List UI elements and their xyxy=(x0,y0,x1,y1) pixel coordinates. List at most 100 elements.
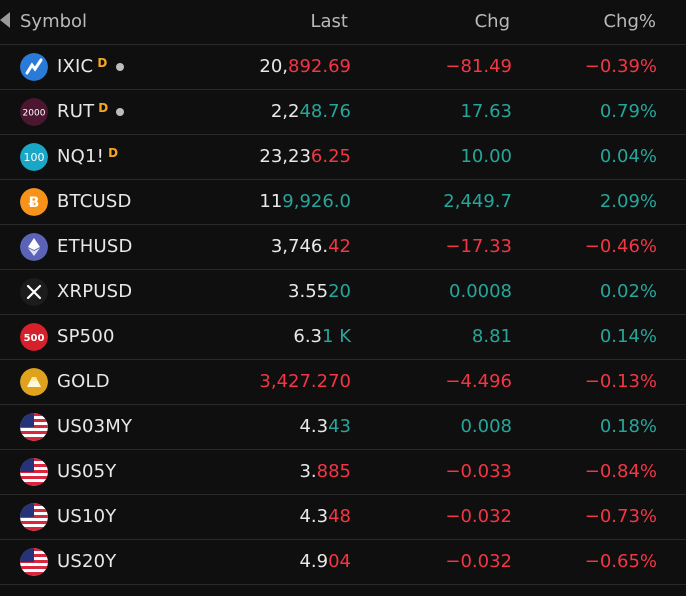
collapse-arrow-icon[interactable] xyxy=(0,12,10,28)
watchlist-row-sp500[interactable]: 500 SP500 6.31 K 8.81 0.14% xyxy=(0,315,686,360)
watchlist-row-us10y[interactable]: US10Y 4.348 −0.032 −0.73% xyxy=(0,495,686,540)
symbol-text: ETHUSD xyxy=(57,236,133,257)
change-percent: −0.84% xyxy=(584,461,657,482)
symbol-text: US10Y xyxy=(57,506,117,527)
symbol-text: NQ1! xyxy=(57,146,105,167)
change-percent: −0.39% xyxy=(584,56,657,77)
last-price: 23,236.25 xyxy=(259,146,351,167)
last-price-changed-digits: 892.69 xyxy=(288,56,351,77)
symbol-name: IXIC D xyxy=(57,56,124,77)
change-percent: 0.18% xyxy=(599,416,657,437)
change-value: −0.032 xyxy=(445,551,512,572)
watchlist-row-us05y[interactable]: US05Y 3.885 −0.033 −0.84% xyxy=(0,450,686,495)
last-price: 20,892.69 xyxy=(259,56,351,77)
change-value: −0.033 xyxy=(445,461,512,482)
change-percent: 2.09% xyxy=(599,191,657,212)
column-header-chg-percent[interactable]: Chg% xyxy=(603,11,656,32)
delayed-data-badge: D xyxy=(97,56,108,70)
last-price-changed-digits: 3,427.270 xyxy=(259,371,351,392)
symbol-name: US20Y xyxy=(57,551,117,572)
russell-2000-icon: 2000 xyxy=(20,98,48,126)
symbol-text: RUT xyxy=(57,101,95,122)
xrp-icon xyxy=(20,278,48,306)
symbol-name: US05Y xyxy=(57,461,117,482)
us-flag-icon xyxy=(20,413,48,441)
change-percent: −0.65% xyxy=(584,551,657,572)
change-percent: −0.13% xyxy=(584,371,657,392)
last-price: 2,248.76 xyxy=(271,101,351,122)
last-price-unchanged-digits: 3. xyxy=(299,461,317,482)
last-price: 3,746.42 xyxy=(271,236,351,257)
column-header-chg[interactable]: Chg xyxy=(474,11,510,32)
last-price-unchanged-digits: 2,2 xyxy=(270,101,300,122)
symbol-name: RUT D xyxy=(57,101,125,122)
symbol-name: ETHUSD xyxy=(57,236,133,257)
symbol-text: US03MY xyxy=(57,416,133,437)
change-value: −81.49 xyxy=(445,56,512,77)
svg-text:500: 500 xyxy=(24,333,45,344)
change-value: 17.63 xyxy=(460,101,512,122)
delayed-data-badge: D xyxy=(98,101,109,115)
watchlist-row-us03my[interactable]: US03MY 4.343 0.008 0.18% xyxy=(0,405,686,450)
watchlist-row-rut[interactable]: 2000 RUT D 2,248.76 17.63 0.79% xyxy=(0,90,686,135)
watchlist-row-xrpusd[interactable]: XRPUSD 3.5520 0.0008 0.02% xyxy=(0,270,686,315)
last-price-changed-digits: 1 K xyxy=(322,326,351,347)
change-value: 0.008 xyxy=(460,416,512,437)
watchlist-row-ixic[interactable]: IXIC D 20,892.69 −81.49 −0.39% xyxy=(0,45,686,90)
change-value: 10.00 xyxy=(460,146,512,167)
last-price: 6.31 K xyxy=(293,326,351,347)
last-price-unchanged-digits: 20, xyxy=(259,56,289,77)
last-price-unchanged-digits: 6.3 xyxy=(293,326,323,347)
last-price: 3.5520 xyxy=(288,281,351,302)
market-closed-dot-icon xyxy=(116,108,125,116)
watchlist-rows: IXIC D 20,892.69 −81.49 −0.39% 2000 RUT D 2,248.… xyxy=(0,45,686,585)
last-price: 4.904 xyxy=(299,551,351,572)
last-price: 3,427.270 xyxy=(259,371,351,392)
symbol-text: US05Y xyxy=(57,461,117,482)
symbol-name: XRPUSD xyxy=(57,281,132,302)
change-value: −17.33 xyxy=(445,236,512,257)
sp500-icon: 500 xyxy=(20,323,48,351)
last-price-unchanged-digits: 23,23 xyxy=(259,146,311,167)
last-price-unchanged-digits: 4.9 xyxy=(299,551,329,572)
symbol-name: US10Y xyxy=(57,506,117,527)
bitcoin-icon: Ƀ xyxy=(20,188,48,216)
watchlist-row-us20y[interactable]: US20Y 4.904 −0.032 −0.65% xyxy=(0,540,686,585)
watchlist-row-btcusd[interactable]: Ƀ BTCUSD 119,926.0 2,449.7 2.09% xyxy=(0,180,686,225)
watchlist-row-nq1[interactable]: 100 NQ1! D 23,236.25 10.00 0.04% xyxy=(0,135,686,180)
change-value: −4.496 xyxy=(445,371,512,392)
symbol-name: BTCUSD xyxy=(57,191,132,212)
last-price-changed-digits: 42 xyxy=(328,236,351,257)
nasdaq-icon xyxy=(20,53,48,81)
symbol-text: XRPUSD xyxy=(57,281,133,302)
last-price-changed-digits: 48.76 xyxy=(299,101,351,122)
change-percent: −0.46% xyxy=(584,236,657,257)
last-price: 4.343 xyxy=(299,416,351,437)
last-price: 4.348 xyxy=(299,506,351,527)
watchlist-row-gold[interactable]: GOLD 3,427.270 −4.496 −0.13% xyxy=(0,360,686,405)
column-header-last[interactable]: Last xyxy=(310,11,349,32)
last-price-unchanged-digits: 11 xyxy=(259,191,283,212)
symbol-name: SP500 xyxy=(57,326,115,347)
svg-text:Ƀ: Ƀ xyxy=(29,195,40,211)
change-percent: 0.04% xyxy=(599,146,657,167)
symbol-name: US03MY xyxy=(57,416,132,437)
last-price-unchanged-digits: 3.55 xyxy=(288,281,329,302)
last-price: 119,926.0 xyxy=(259,191,351,212)
last-price-changed-digits: 04 xyxy=(328,551,351,572)
change-value: 0.0008 xyxy=(449,281,512,302)
change-percent: 0.14% xyxy=(599,326,657,347)
market-closed-dot-icon xyxy=(115,63,124,71)
svg-text:2000: 2000 xyxy=(23,109,46,119)
change-percent: −0.73% xyxy=(584,506,657,527)
change-value: 2,449.7 xyxy=(443,191,512,212)
delayed-data-badge: D xyxy=(108,146,119,160)
us-flag-icon xyxy=(20,503,48,531)
column-header-symbol[interactable]: Symbol xyxy=(20,11,88,32)
symbol-name: GOLD xyxy=(57,371,110,392)
symbol-name: NQ1! D xyxy=(57,146,118,167)
change-percent: 0.02% xyxy=(599,281,657,302)
ethereum-icon xyxy=(20,233,48,261)
watchlist-row-ethusd[interactable]: ETHUSD 3,746.42 −17.33 −0.46% xyxy=(0,225,686,270)
